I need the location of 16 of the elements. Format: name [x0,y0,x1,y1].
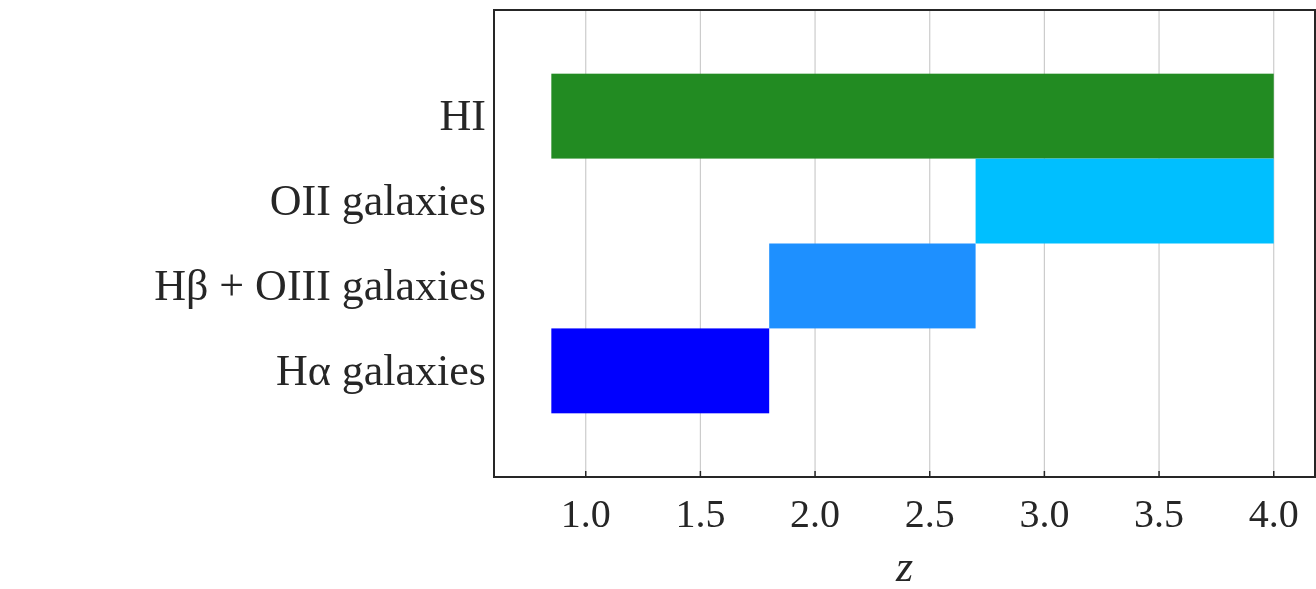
y-tick-label: OII galaxies [269,176,486,226]
x-axis-title: z [894,542,914,589]
x-tick-label: 2.0 [790,491,841,536]
y-tick-label: Hα galaxies [276,345,486,395]
x-tick-label: 3.5 [1134,491,1185,536]
x-tick-label: 1.5 [675,491,726,536]
bar [551,73,1274,159]
x-tick-label: 4.0 [1248,491,1299,536]
bar [551,328,770,414]
x-tick-label: 3.0 [1019,491,1070,536]
y-tick-label: HI [439,91,486,141]
x-tick-label: 2.5 [904,491,955,536]
bar [975,158,1274,244]
x-tick-label: 1.0 [560,491,611,536]
bar [769,243,976,329]
y-tick-label: Hβ + OIII galaxies [154,260,486,310]
